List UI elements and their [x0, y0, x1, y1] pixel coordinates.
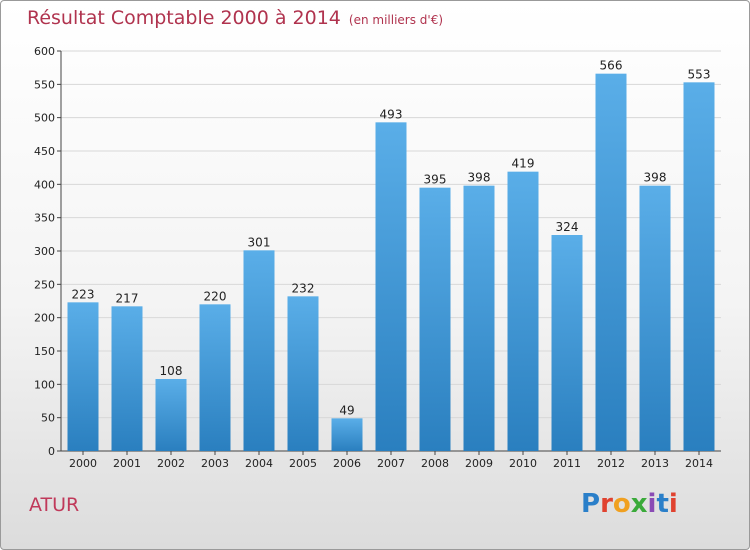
x-tick-label: 2002	[157, 457, 185, 470]
bar	[243, 250, 275, 451]
data-label: 217	[116, 291, 139, 305]
chart-subtitle: (en milliers d'€)	[348, 13, 444, 27]
x-tick-label: 2001	[113, 457, 141, 470]
data-label: 395	[424, 173, 447, 187]
bars	[67, 73, 715, 452]
bar	[463, 185, 495, 451]
logo-letter: x	[630, 489, 648, 519]
data-label: 493	[380, 107, 403, 121]
y-tick-label: 50	[41, 412, 55, 425]
proxiti-logo: Proxiti	[581, 489, 678, 519]
bar	[551, 235, 583, 451]
data-label: 108	[160, 364, 183, 378]
data-label: 324	[556, 220, 579, 234]
y-tick-label: 350	[34, 212, 55, 225]
logo-letter: i	[668, 489, 678, 519]
x-tick-label: 2005	[289, 457, 317, 470]
data-label: 419	[512, 157, 535, 171]
x-tick-label: 2011	[553, 457, 581, 470]
logo-letter: t	[656, 489, 669, 519]
x-tick-label: 2006	[333, 457, 361, 470]
x-tick-label: 2003	[201, 457, 229, 470]
x-tick-label: 2014	[685, 457, 713, 470]
x-tick-label: 2012	[597, 457, 625, 470]
logo-letter: i	[647, 489, 657, 519]
bar	[287, 296, 319, 451]
data-label: 398	[468, 171, 491, 185]
y-tick-label: 0	[48, 445, 55, 458]
x-tick-label: 2000	[69, 457, 97, 470]
x-axis-ticks: 2000 2001 2002 2003 2004 2005 2006 2007 2008 2009…	[69, 451, 713, 470]
data-labels: 223 217 108 220 301 232 49 493 395 398 419 324 566 39…	[72, 59, 711, 418]
bar	[683, 82, 715, 451]
data-label: 49	[339, 403, 354, 417]
x-tick-label: 2004	[245, 457, 273, 470]
logo-letter: o	[612, 489, 631, 519]
data-label: 223	[72, 287, 95, 301]
y-tick-label: 100	[34, 378, 55, 391]
y-axis-ticks: 0 50 100 150 200 250 300 350 400 450 500 550 600	[34, 45, 61, 458]
data-label: 398	[644, 171, 667, 185]
y-tick-label: 500	[34, 112, 55, 125]
x-tick-label: 2009	[465, 457, 493, 470]
bar	[331, 418, 363, 451]
bar	[639, 185, 671, 451]
data-label: 301	[248, 235, 271, 249]
chart-title: Résultat Comptable 2000 à 2014 (en millie…	[27, 7, 443, 29]
bar	[375, 122, 407, 451]
bar	[419, 187, 451, 451]
x-tick-label: 2008	[421, 457, 449, 470]
bar	[507, 171, 539, 451]
x-tick-label: 2013	[641, 457, 669, 470]
logo-letter: P	[581, 489, 601, 519]
bar	[111, 306, 143, 451]
bar	[199, 304, 231, 451]
bar	[595, 73, 627, 452]
y-tick-label: 250	[34, 278, 55, 291]
commune-name: ATUR	[29, 494, 80, 516]
bar	[155, 379, 187, 451]
y-tick-label: 300	[34, 245, 55, 258]
data-label: 553	[688, 67, 711, 81]
y-tick-label: 200	[34, 312, 55, 325]
y-tick-label: 400	[34, 178, 55, 191]
logo-letter: r	[600, 489, 613, 519]
y-tick-label: 600	[34, 45, 55, 58]
bar	[67, 302, 99, 451]
x-tick-label: 2007	[377, 457, 405, 470]
y-tick-label: 150	[34, 345, 55, 358]
y-tick-label: 450	[34, 145, 55, 158]
x-tick-label: 2010	[509, 457, 537, 470]
data-label: 220	[204, 289, 227, 303]
data-label: 232	[292, 281, 315, 295]
chart-title-text: Résultat Comptable 2000 à 2014	[27, 7, 341, 29]
data-label: 566	[600, 59, 623, 73]
y-tick-label: 550	[34, 78, 55, 91]
